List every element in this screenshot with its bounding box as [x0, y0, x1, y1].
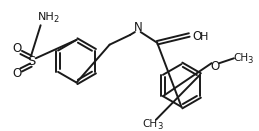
Text: O: O [211, 60, 220, 73]
Text: O: O [13, 42, 22, 55]
Text: CH: CH [233, 53, 248, 63]
Text: 2: 2 [54, 15, 59, 24]
Text: N: N [133, 21, 142, 34]
Text: 3: 3 [157, 122, 163, 131]
Text: 3: 3 [248, 56, 253, 65]
Text: CH: CH [143, 119, 158, 129]
Text: H: H [200, 32, 208, 42]
Text: O: O [13, 67, 22, 80]
Text: O: O [192, 30, 202, 43]
Text: NH: NH [38, 12, 55, 23]
Text: S: S [27, 55, 35, 68]
